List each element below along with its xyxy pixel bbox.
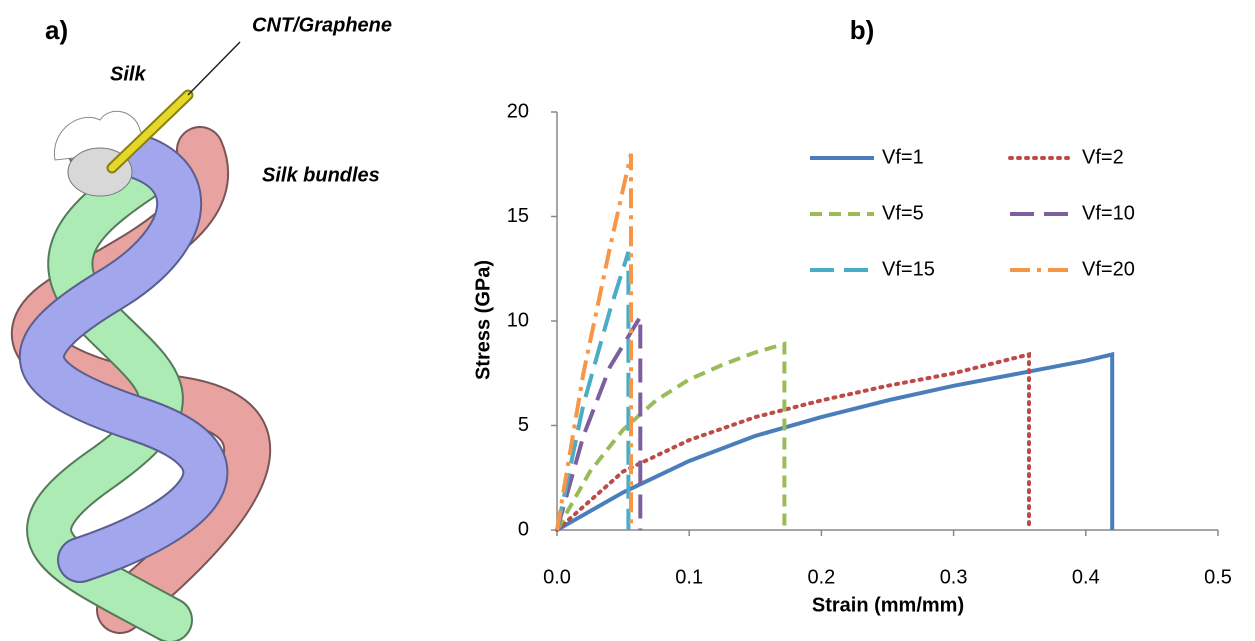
y-tick-label: 5 xyxy=(518,414,529,436)
x-axis-label: Strain (mm/mm) xyxy=(812,594,964,616)
series-line xyxy=(555,309,643,531)
panel-label: a) xyxy=(45,15,68,45)
y-tick-label: 20 xyxy=(507,100,529,122)
annotation: Silk xyxy=(110,63,146,85)
pointer-line xyxy=(187,41,241,96)
annotation: CNT/Graphene xyxy=(252,14,392,36)
series-line xyxy=(555,251,631,531)
y-tick-label: 10 xyxy=(507,309,529,331)
legend-label: Vf=2 xyxy=(1082,146,1124,168)
y-tick-label: 0 xyxy=(518,518,529,540)
series-line xyxy=(556,351,1115,532)
annotation: Silk bundles xyxy=(262,164,380,186)
legend-label: Vf=15 xyxy=(882,258,935,280)
silk-band xyxy=(20,129,227,581)
series-line xyxy=(555,341,787,531)
x-tick-label: 0.3 xyxy=(940,566,968,588)
y-axis-label: Stress (GPa) xyxy=(472,260,494,380)
y-tick-label: 15 xyxy=(507,205,529,227)
legend-label: Vf=5 xyxy=(882,202,924,224)
legend-label: Vf=20 xyxy=(1082,258,1135,280)
cnt-rod xyxy=(108,91,192,172)
series-line xyxy=(555,351,1031,532)
series-line xyxy=(555,153,633,531)
legend-label: Vf=10 xyxy=(1082,202,1135,224)
panel-label: b) xyxy=(850,15,875,45)
x-tick-label: 0.1 xyxy=(675,566,703,588)
x-tick-label: 0.5 xyxy=(1204,566,1232,588)
legend-label: Vf=1 xyxy=(882,146,924,168)
x-tick-label: 0.4 xyxy=(1072,566,1100,588)
illustration xyxy=(10,41,272,641)
x-tick-label: 0.0 xyxy=(543,566,571,588)
x-tick-label: 0.2 xyxy=(807,566,835,588)
